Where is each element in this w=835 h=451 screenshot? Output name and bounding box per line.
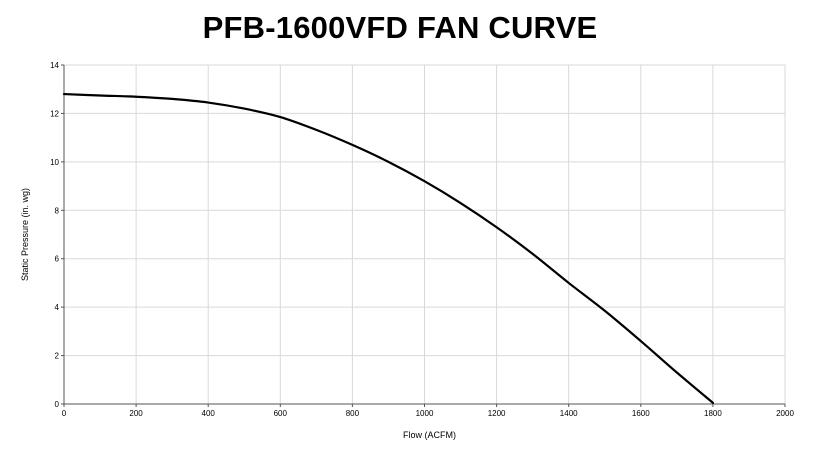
y-tick-label: 2 [55, 352, 60, 361]
y-tick-label: 8 [55, 206, 60, 215]
x-tick-label: 400 [202, 409, 216, 418]
y-axis-label: Static Pressure (in. wg) [20, 188, 30, 281]
x-axis-label: Flow (ACFM) [403, 430, 456, 440]
y-tick-label: 14 [50, 61, 59, 70]
series [62, 92, 714, 404]
x-tick-label: 1200 [488, 409, 506, 418]
x-tick-label: 1000 [416, 409, 434, 418]
x-tick-label: 600 [274, 409, 288, 418]
y-tick-label: 4 [55, 303, 60, 312]
axes [61, 64, 786, 407]
y-tick-label: 12 [50, 109, 59, 118]
x-tick-label: 1400 [560, 409, 578, 418]
y-tick-label: 0 [55, 400, 60, 409]
x-tick-label: 200 [129, 409, 143, 418]
fan-curve-line [62, 92, 714, 404]
x-tick-label: 800 [346, 409, 360, 418]
x-tick-label: 2000 [776, 409, 794, 418]
y-tick-label: 10 [50, 158, 59, 167]
x-tick-label: 1600 [632, 409, 650, 418]
x-tick-labels: 0 200 400 600 800 1000 1200 1400 1600 1800 2000 [62, 409, 795, 418]
x-tick-label: 0 [62, 409, 67, 418]
chart-title: PFB-1600VFD FAN CURVE [202, 10, 598, 45]
y-tick-labels: 0 2 4 6 8 10 12 14 [50, 61, 59, 409]
y-tick-label: 6 [55, 255, 60, 264]
grid [63, 64, 786, 405]
x-tick-label: 1800 [704, 409, 722, 418]
